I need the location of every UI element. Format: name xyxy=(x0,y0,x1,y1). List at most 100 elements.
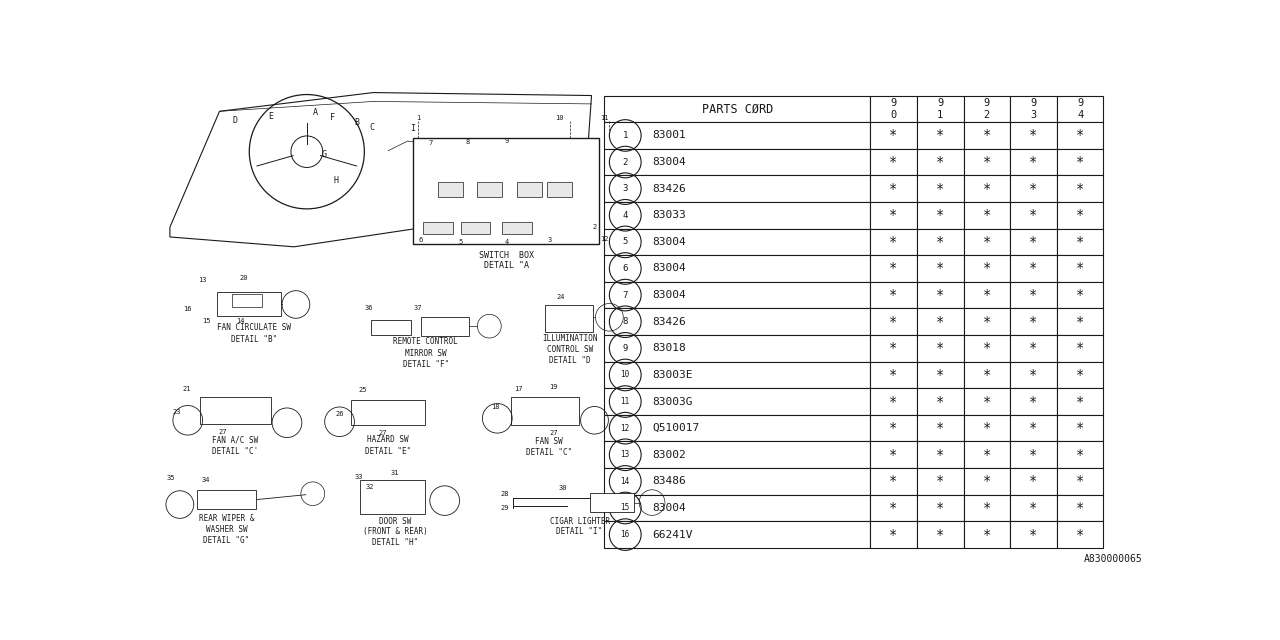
Text: *: * xyxy=(1029,448,1038,462)
Text: FAN CIRCULATE SW: FAN CIRCULATE SW xyxy=(218,323,292,332)
Text: *: * xyxy=(1076,129,1084,143)
Bar xyxy=(1057,282,1103,308)
Text: 19: 19 xyxy=(549,384,557,390)
Text: *: * xyxy=(936,341,945,355)
Bar xyxy=(604,522,870,548)
Text: 66241V: 66241V xyxy=(652,530,692,540)
Text: SWITCH  BOX: SWITCH BOX xyxy=(479,251,534,260)
Bar xyxy=(1057,468,1103,495)
Bar xyxy=(964,255,1010,282)
Bar xyxy=(604,415,870,442)
Bar xyxy=(1010,308,1057,335)
Bar xyxy=(604,388,870,415)
Bar xyxy=(916,148,964,175)
Text: *: * xyxy=(1076,288,1084,302)
Bar xyxy=(916,95,964,122)
Text: 13: 13 xyxy=(621,451,630,460)
Text: *: * xyxy=(936,501,945,515)
Bar xyxy=(916,335,964,362)
Bar xyxy=(1010,282,1057,308)
Bar xyxy=(916,522,964,548)
Text: 9: 9 xyxy=(984,99,989,108)
Text: B: B xyxy=(353,118,358,127)
Text: DETAIL "B": DETAIL "B" xyxy=(232,335,278,344)
Text: 37: 37 xyxy=(413,305,422,312)
Text: DETAIL "G": DETAIL "G" xyxy=(204,536,250,545)
Text: *: * xyxy=(983,235,991,249)
Text: *: * xyxy=(1029,155,1038,169)
Bar xyxy=(1010,522,1057,548)
Text: *: * xyxy=(890,448,897,462)
Text: 83018: 83018 xyxy=(652,343,686,353)
Bar xyxy=(870,335,916,362)
Text: *: * xyxy=(1076,155,1084,169)
Text: *: * xyxy=(1076,182,1084,196)
Text: FAN A/C SW: FAN A/C SW xyxy=(212,435,259,445)
Text: *: * xyxy=(1076,341,1084,355)
Text: 27: 27 xyxy=(219,429,227,435)
Text: 2: 2 xyxy=(984,109,989,120)
Text: *: * xyxy=(1076,235,1084,249)
Bar xyxy=(604,468,870,495)
Text: D: D xyxy=(233,116,238,125)
Bar xyxy=(916,228,964,255)
Bar xyxy=(916,175,964,202)
Bar xyxy=(604,95,870,122)
Text: *: * xyxy=(1076,527,1084,541)
Text: *: * xyxy=(1076,208,1084,222)
Bar xyxy=(511,397,579,425)
Bar xyxy=(916,468,964,495)
Text: *: * xyxy=(936,368,945,382)
Text: *: * xyxy=(890,421,897,435)
Text: *: * xyxy=(1029,208,1038,222)
Bar xyxy=(371,320,411,335)
Bar xyxy=(200,397,271,424)
Text: 16: 16 xyxy=(183,307,191,312)
Bar xyxy=(964,175,1010,202)
Bar xyxy=(1010,362,1057,388)
Text: DETAIL "E": DETAIL "E" xyxy=(365,447,411,456)
Bar xyxy=(870,148,916,175)
Text: 83004: 83004 xyxy=(652,157,686,167)
Text: 1: 1 xyxy=(416,115,420,121)
Bar xyxy=(1010,335,1057,362)
Bar xyxy=(1010,175,1057,202)
Text: *: * xyxy=(1029,315,1038,329)
Text: *: * xyxy=(1076,262,1084,275)
Bar xyxy=(1057,228,1103,255)
Text: DETAIL "I": DETAIL "I" xyxy=(557,527,603,536)
Text: 17: 17 xyxy=(515,386,522,392)
Text: 12: 12 xyxy=(621,424,630,433)
Text: *: * xyxy=(890,235,897,249)
Text: 12: 12 xyxy=(600,236,609,243)
Bar xyxy=(964,415,1010,442)
Text: *: * xyxy=(983,208,991,222)
Text: *: * xyxy=(983,262,991,275)
Text: *: * xyxy=(1029,262,1038,275)
Bar xyxy=(870,282,916,308)
Text: 83033: 83033 xyxy=(652,211,686,220)
Text: *: * xyxy=(1029,341,1038,355)
Bar xyxy=(1010,255,1057,282)
Text: 8: 8 xyxy=(622,317,628,326)
Bar xyxy=(964,468,1010,495)
Bar xyxy=(413,138,599,244)
Bar xyxy=(1057,388,1103,415)
Text: *: * xyxy=(983,527,991,541)
Bar xyxy=(964,122,1010,148)
Text: 9: 9 xyxy=(506,138,509,144)
Bar xyxy=(870,95,916,122)
Bar xyxy=(916,495,964,522)
Text: 14: 14 xyxy=(237,317,244,324)
Text: DETAIL "C": DETAIL "C" xyxy=(526,448,572,458)
Text: *: * xyxy=(936,155,945,169)
Text: *: * xyxy=(890,474,897,488)
Bar xyxy=(1010,202,1057,228)
Text: 8: 8 xyxy=(466,140,470,145)
Bar xyxy=(1057,442,1103,468)
Text: 18: 18 xyxy=(492,404,499,410)
Text: *: * xyxy=(1076,474,1084,488)
Text: 34: 34 xyxy=(202,477,210,483)
Text: *: * xyxy=(890,315,897,329)
Text: 13: 13 xyxy=(197,277,206,283)
